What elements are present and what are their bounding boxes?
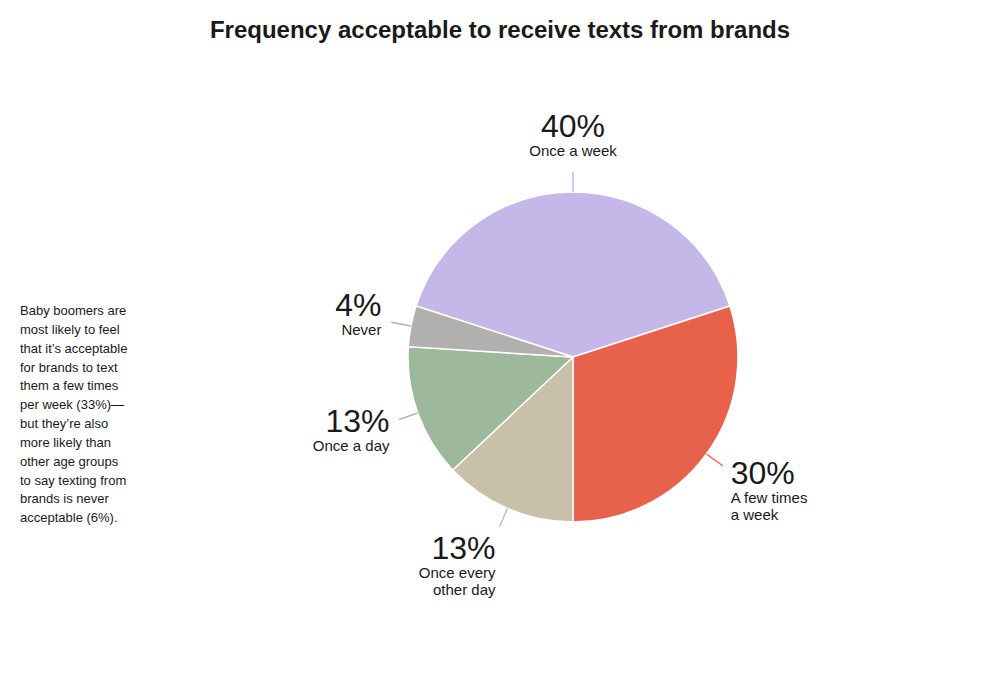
- svg-text:30%: 30%: [731, 455, 795, 491]
- svg-text:A few timesa week: A few timesa week: [731, 489, 808, 523]
- svg-text:13%: 13%: [325, 403, 389, 439]
- svg-text:13%: 13%: [432, 530, 496, 566]
- svg-text:Never: Never: [341, 321, 381, 338]
- svg-text:Once a day: Once a day: [313, 437, 390, 454]
- html-text:Baby boomers are most likely t: Baby boomers are most likely to feel tha…: [20, 303, 128, 526]
- svg-text:Once everyother day: Once everyother day: [419, 564, 496, 598]
- svg-text:4%: 4%: [335, 287, 381, 323]
- html-text:Frequency acceptable to receiv: Frequency acceptable to receive texts fr…: [209, 16, 791, 43]
- svg-text:Once a week: Once a week: [529, 142, 617, 159]
- svg-text:40%: 40%: [541, 108, 605, 144]
